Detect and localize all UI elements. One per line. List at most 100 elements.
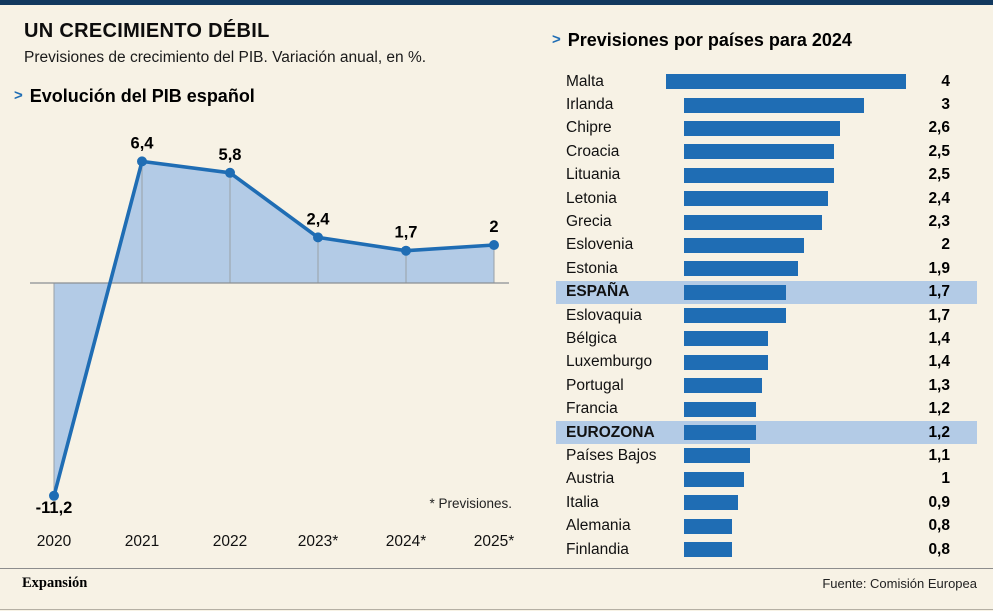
value-bar [684,97,864,113]
value-bar [684,518,732,534]
country-value: 1 [941,470,950,488]
country-label: Francia [566,400,618,418]
bar-track [684,354,898,370]
country-value: 1,9 [928,259,950,277]
country-label: Italia [566,493,599,511]
country-value: 2,5 [928,166,950,184]
country-row: Italia 0,9 [556,491,977,514]
value-bar [684,120,840,136]
country-value: 1,7 [928,283,950,301]
source-credit: Fuente: Comisión Europea [822,576,977,591]
country-label: Portugal [566,376,624,394]
point-label: 1,7 [395,224,418,242]
country-label: Irlanda [566,96,614,114]
line-chart-header: > Evolución del PIB español [14,86,255,107]
bar-track [684,542,898,557]
country-row: EUROZONA 1,2 [556,420,977,445]
value-bar [665,74,906,90]
bar-chart-rows: Malta 4 Irlanda 3 Chipre 2,6 Croacia 2,5 Lituani… [556,70,977,561]
country-row: Estonia 1,9 [556,257,977,280]
x-axis-label: 2021 [125,533,159,550]
bar-chart-header: > Previsiones por países para 2024 [552,30,852,51]
bar-track [684,471,898,487]
data-point [313,232,323,243]
country-value: 0,8 [928,540,950,558]
value-bar [684,214,822,230]
country-row: Portugal 1,3 [556,374,977,397]
value-bar [684,144,834,160]
country-row: Eslovenia 2 [556,234,977,257]
page-title: UN CRECIMIENTO DÉBIL [24,20,270,42]
value-bar [684,237,804,253]
country-label: Bélgica [566,329,617,347]
bar-track [684,495,898,511]
country-value: 2 [941,236,950,254]
value-bar [684,284,786,300]
country-label: Eslovaquia [566,306,642,324]
country-row: Alemania 0,8 [556,514,977,537]
caret-icon: > [14,87,23,104]
bar-track [684,237,898,253]
data-point [137,156,147,167]
line-chart-title: Evolución del PIB español [29,86,255,106]
x-axis-label: 2022 [213,533,247,550]
country-value: 1,2 [928,400,950,418]
country-label: ESPAÑA [566,283,630,301]
value-bar [684,354,768,370]
bar-track [684,308,898,324]
x-axis-label: 2020 [37,533,72,550]
country-value: 1,4 [928,329,950,347]
country-row: Croacia 2,5 [556,140,977,163]
value-bar [684,261,798,277]
brand-logo: Expansión [22,575,88,591]
value-bar [684,425,756,441]
country-value: 4 [941,72,950,90]
country-value: 3 [941,96,950,114]
country-value: 1,2 [928,423,950,441]
country-row: Chipre 2,6 [556,117,977,140]
value-bar [684,495,738,511]
country-label: Países Bajos [566,446,657,464]
x-axis-label: 2024* [386,533,427,550]
country-value: 1,1 [928,446,950,464]
country-label: Chipre [566,119,612,137]
top-rule [0,0,993,5]
caret-icon: > [552,31,561,48]
country-label: Lituania [566,166,621,184]
value-bar [684,378,762,394]
bar-track [665,74,906,90]
country-value: 2,4 [928,189,950,207]
page-subtitle: Previsiones de crecimiento del PIB. Vari… [24,49,427,66]
value-bar [684,308,786,324]
bar-track [684,378,898,394]
point-label: 5,8 [219,146,242,164]
footer-rule [0,568,993,569]
x-axis-label: 2023* [298,533,339,550]
country-row: Letonia 2,4 [556,187,977,210]
data-point [49,490,59,501]
country-row: Bélgica 1,4 [556,327,977,350]
country-label: Luxemburgo [566,353,653,371]
country-label: Grecia [566,213,612,231]
country-label: Estonia [566,259,618,277]
country-value: 2,5 [928,142,950,160]
value-bar [684,542,732,557]
country-value: 0,9 [928,493,950,511]
country-row: Francia 1,2 [556,397,977,420]
country-label: Finlandia [566,540,629,558]
country-row: ESPAÑA 1,7 [556,280,977,304]
point-label: -11,2 [36,499,73,517]
country-label: Croacia [566,142,620,160]
value-bar [684,167,834,183]
country-row: Austria 1 [556,468,977,491]
country-row: Finlandia 0,8 [556,538,977,561]
country-row: Luxemburgo 1,4 [556,351,977,374]
data-point [401,245,411,256]
data-point [225,167,235,178]
country-label: EUROZONA [566,423,655,441]
country-label: Letonia [566,189,617,207]
country-row: Irlanda 3 [556,93,977,116]
country-row: Países Bajos 1,1 [556,444,977,467]
point-label: 2,4 [307,210,331,228]
